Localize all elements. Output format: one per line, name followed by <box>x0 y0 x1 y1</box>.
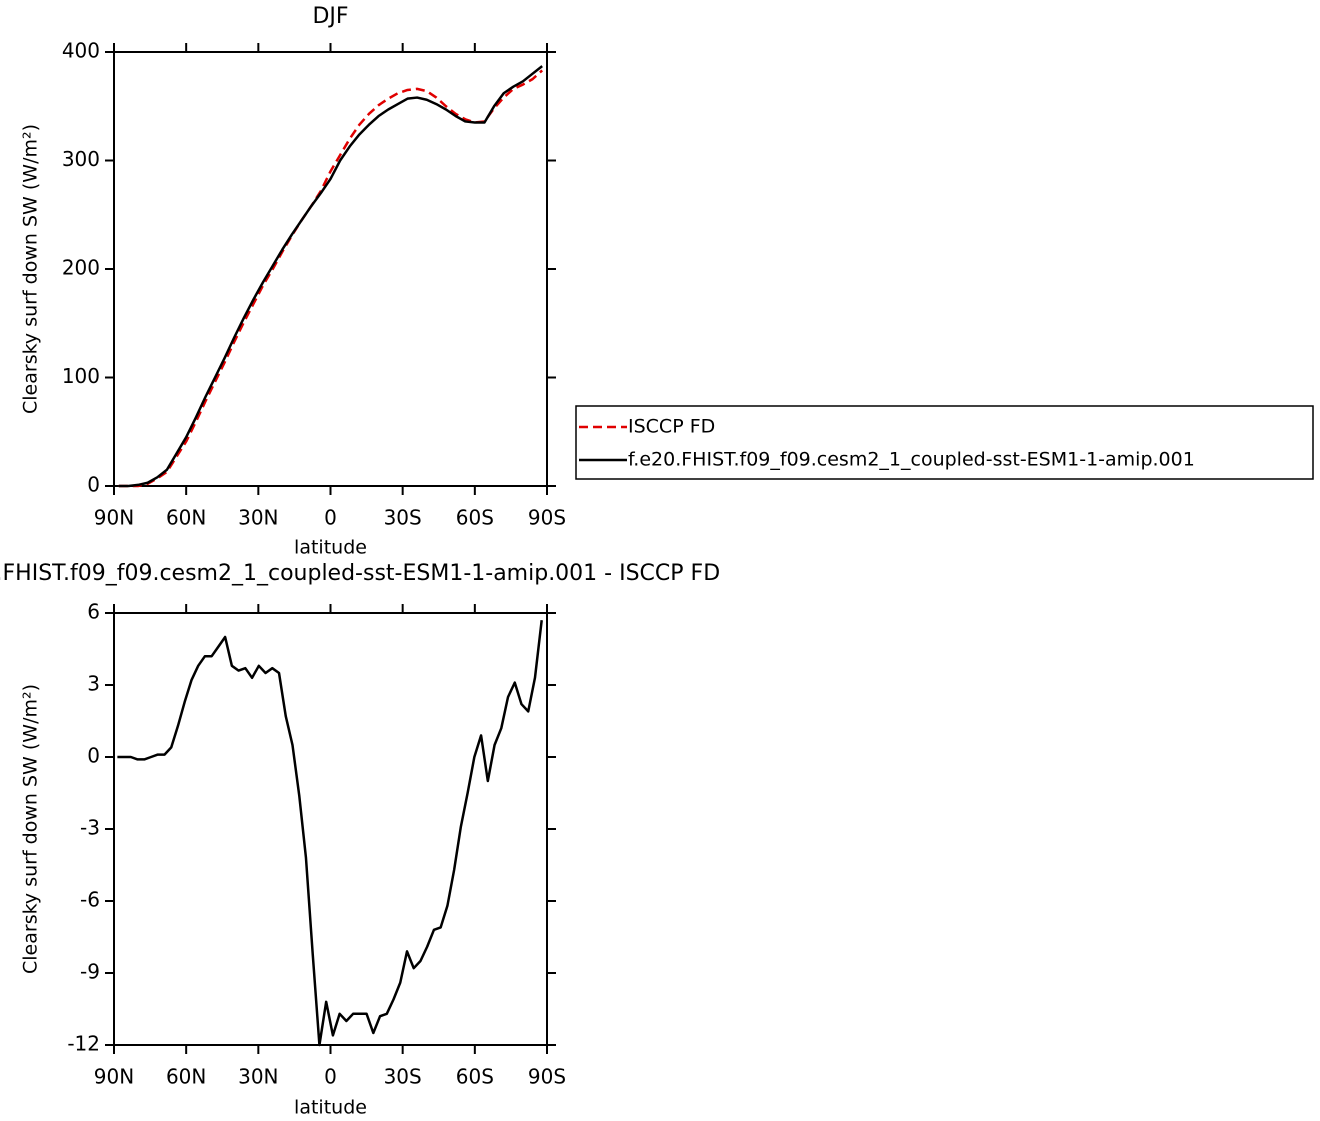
x-tick-label: 0 <box>324 1065 337 1089</box>
x-tick-label: 90N <box>94 1065 134 1089</box>
y-tick-label: 100 <box>62 364 100 388</box>
plot-frame <box>113 51 548 487</box>
y-tick-label: 0 <box>87 473 100 497</box>
x-tick-label: 60S <box>456 506 494 530</box>
chart-title: f.e20.FHIST.f09_f09.cesm2_1_coupled-sst-… <box>0 561 720 586</box>
data-line <box>118 65 543 488</box>
y-tick-label: 400 <box>62 39 100 63</box>
y-tick-label: 0 <box>87 744 100 768</box>
y-axis-label: Clearsky surf down SW (W/m²) <box>20 684 42 974</box>
x-tick-label: 0 <box>324 506 337 530</box>
x-tick-label: 60N <box>166 1065 206 1089</box>
data-line <box>117 620 543 1047</box>
data-line <box>118 69 544 488</box>
y-tick-label: 200 <box>62 256 100 280</box>
y-tick-label: -12 <box>67 1032 100 1056</box>
x-tick-label: 60S <box>456 1065 494 1089</box>
chart-title: DJF <box>312 4 348 29</box>
x-tick-label: 30S <box>384 506 422 530</box>
x-tick-label: 60N <box>166 506 206 530</box>
y-tick-label: 6 <box>87 600 100 624</box>
x-axis-label: latitude <box>294 1097 367 1119</box>
x-axis-label: latitude <box>294 537 367 559</box>
y-tick-label: 300 <box>62 147 100 171</box>
legend-label: ISCCP FD <box>628 416 715 438</box>
legend-box <box>575 405 1314 480</box>
y-tick-label: -3 <box>80 816 100 840</box>
x-tick-label: 30N <box>238 1065 278 1089</box>
x-tick-label: 90N <box>94 506 134 530</box>
x-tick-label: 30N <box>238 506 278 530</box>
y-tick-label: -6 <box>80 888 100 912</box>
y-axis-label: Clearsky surf down SW (W/m²) <box>20 124 42 414</box>
x-tick-label: 90S <box>528 1065 566 1089</box>
x-tick-label: 30S <box>384 1065 422 1089</box>
plot-frame <box>113 612 548 1046</box>
x-tick-label: 90S <box>528 506 566 530</box>
legend-label: f.e20.FHIST.f09_f09.cesm2_1_coupled-sst-… <box>628 449 1195 471</box>
y-tick-label: 3 <box>87 672 100 696</box>
y-tick-label: -9 <box>80 960 100 984</box>
